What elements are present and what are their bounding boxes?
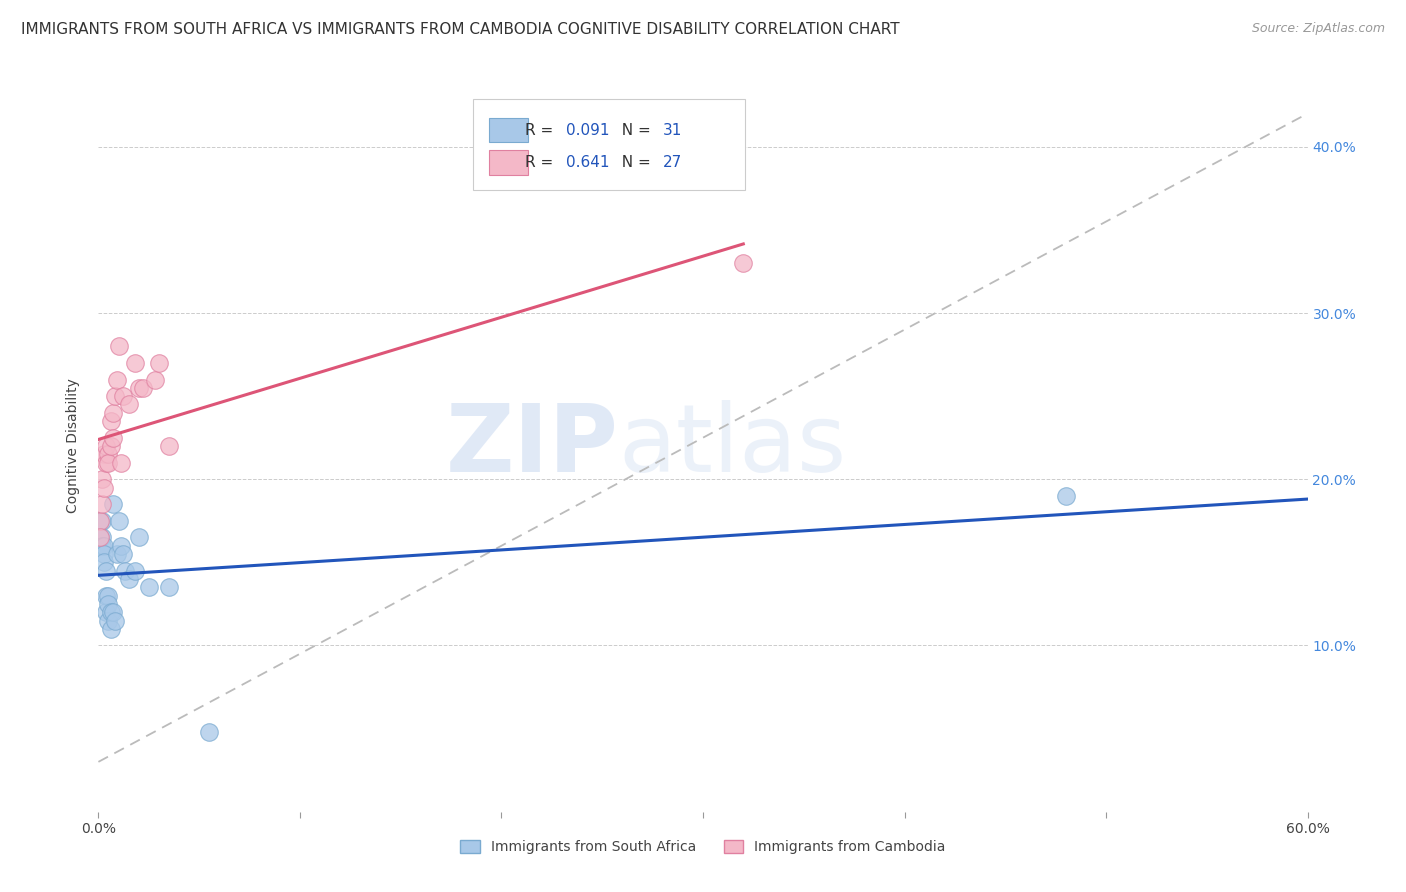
Point: [91, 497, 114, 511]
Point: [96, 439, 118, 453]
Point: [128, 530, 150, 544]
Point: [96, 605, 118, 619]
Point: [89, 514, 111, 528]
Point: [89, 530, 111, 544]
FancyBboxPatch shape: [489, 150, 527, 175]
Text: 31: 31: [664, 122, 682, 137]
Point: [89, 514, 111, 528]
Text: IMMIGRANTS FROM SOUTH AFRICA VS IMMIGRANTS FROM CAMBODIA COGNITIVE DISABILITY CO: IMMIGRANTS FROM SOUTH AFRICA VS IMMIGRAN…: [21, 22, 900, 37]
Point: [97, 447, 120, 461]
Point: [89, 530, 111, 544]
FancyBboxPatch shape: [474, 99, 745, 190]
Text: 27: 27: [664, 154, 682, 169]
Point: [110, 456, 132, 470]
Point: [118, 572, 141, 586]
Point: [110, 539, 132, 553]
Point: [157, 439, 180, 453]
Y-axis label: Cognitive Disability: Cognitive Disability: [66, 378, 80, 514]
Point: [100, 414, 122, 428]
Point: [93, 447, 115, 461]
Point: [132, 381, 155, 395]
Point: [157, 580, 180, 594]
Text: Source: ZipAtlas.com: Source: ZipAtlas.com: [1251, 22, 1385, 36]
Point: [103, 614, 125, 628]
Point: [96, 564, 118, 578]
Point: [118, 397, 141, 411]
Point: [128, 381, 150, 395]
Point: [107, 514, 129, 528]
Point: [93, 555, 115, 569]
Point: [107, 339, 129, 353]
Point: [93, 539, 115, 553]
Point: [198, 725, 221, 739]
FancyBboxPatch shape: [489, 118, 527, 143]
Point: [100, 439, 122, 453]
Text: atlas: atlas: [619, 400, 846, 492]
Legend: Immigrants from South Africa, Immigrants from Cambodia: Immigrants from South Africa, Immigrants…: [454, 834, 952, 860]
Point: [91, 530, 114, 544]
Point: [124, 356, 146, 370]
Point: [97, 589, 120, 603]
Point: [138, 580, 160, 594]
Point: [101, 605, 124, 619]
Text: 0.091: 0.091: [567, 122, 610, 137]
Point: [97, 456, 120, 470]
Point: [143, 372, 166, 386]
Point: [100, 605, 122, 619]
Point: [105, 547, 128, 561]
Point: [101, 431, 124, 445]
Point: [91, 514, 114, 528]
Point: [733, 256, 755, 270]
Point: [103, 389, 125, 403]
Point: [93, 547, 115, 561]
Text: N =: N =: [613, 122, 657, 137]
Point: [97, 597, 120, 611]
Text: R =: R =: [526, 154, 558, 169]
Point: [148, 356, 170, 370]
Point: [111, 547, 134, 561]
Point: [91, 539, 114, 553]
Point: [114, 564, 136, 578]
Point: [96, 456, 118, 470]
Point: [111, 389, 134, 403]
Point: [1054, 489, 1077, 503]
Point: [105, 372, 128, 386]
Point: [100, 622, 122, 636]
Point: [91, 472, 114, 486]
Point: [96, 589, 118, 603]
Point: [97, 614, 120, 628]
Text: ZIP: ZIP: [446, 400, 619, 492]
Text: N =: N =: [613, 154, 657, 169]
Point: [101, 406, 124, 420]
Text: 0.641: 0.641: [567, 154, 610, 169]
Text: R =: R =: [526, 122, 558, 137]
Point: [93, 481, 115, 495]
Point: [101, 497, 124, 511]
Point: [124, 564, 146, 578]
